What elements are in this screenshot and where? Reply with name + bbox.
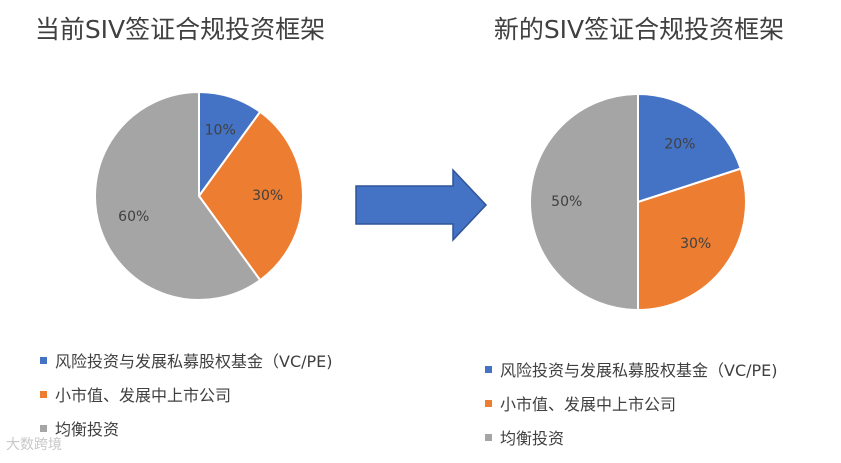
pie-slice (94, 90, 262, 301)
legend-swatch (485, 399, 492, 407)
chart-title: 新的SIV签证合规投资框架 (493, 15, 785, 44)
legend-swatch (40, 390, 47, 398)
legend-label: 风险投资与发展私募股权基金（VC/PE) (55, 352, 333, 371)
legend-item: 风险投资与发展私募股权基金（VC/PE) (485, 352, 778, 386)
legend-swatch (485, 433, 492, 441)
legend-label: 均衡投资 (55, 420, 120, 439)
legend-item: 风险投资与发展私募股权基金（VC/PE) (40, 343, 333, 377)
data-label: 20% (664, 136, 695, 152)
legend-swatch (40, 356, 47, 364)
data-label: 30% (680, 236, 711, 252)
data-label: 50% (551, 194, 582, 210)
pie-slice (637, 92, 742, 204)
legend-item: 小市值、发展中上市公司 (485, 386, 778, 420)
current-siv-chart: 当前SIV签证合规投资框架 10% 30% 60% 风险投资与发展私募股权基金（VC… (0, 0, 420, 463)
pie-slice (197, 110, 304, 282)
legend-label: 小市值、发展中上市公司 (500, 395, 677, 414)
legend: 风险投资与发展私募股权基金（VC/PE) 小市值、发展中上市公司 均衡投资 (40, 343, 333, 445)
data-label: 60% (118, 209, 149, 225)
chart-title: 当前SIV签证合规投资框架 (34, 15, 326, 44)
legend-label: 均衡投资 (500, 429, 565, 448)
legend-label: 风险投资与发展私募股权基金（VC/PE) (500, 361, 778, 380)
right-arrow-icon (355, 168, 488, 242)
arrow-shape (355, 168, 488, 242)
data-label: 30% (252, 188, 283, 204)
legend-item: 均衡投资 (40, 411, 333, 445)
legend-swatch (40, 424, 47, 432)
pie-chart: 10% 30% 60% (94, 90, 304, 301)
legend-item: 小市值、发展中上市公司 (40, 377, 333, 411)
watermark: 大数跨境 (6, 437, 62, 453)
pie-slice (637, 167, 747, 312)
data-label: 10% (205, 123, 236, 139)
legend: 风险投资与发展私募股权基金（VC/PE) 小市值、发展中上市公司 均衡投资 (485, 352, 778, 454)
legend-swatch (485, 365, 492, 373)
pie-slice (529, 92, 639, 312)
legend-label: 小市值、发展中上市公司 (55, 386, 232, 405)
pie-chart: 20% 30% 50% (529, 92, 747, 312)
new-siv-chart: 新的SIV签证合规投资框架 20% 30% 50% 风险投资与发展私募股权基金（VC… (421, 0, 841, 463)
legend-item: 均衡投资 (485, 420, 778, 454)
